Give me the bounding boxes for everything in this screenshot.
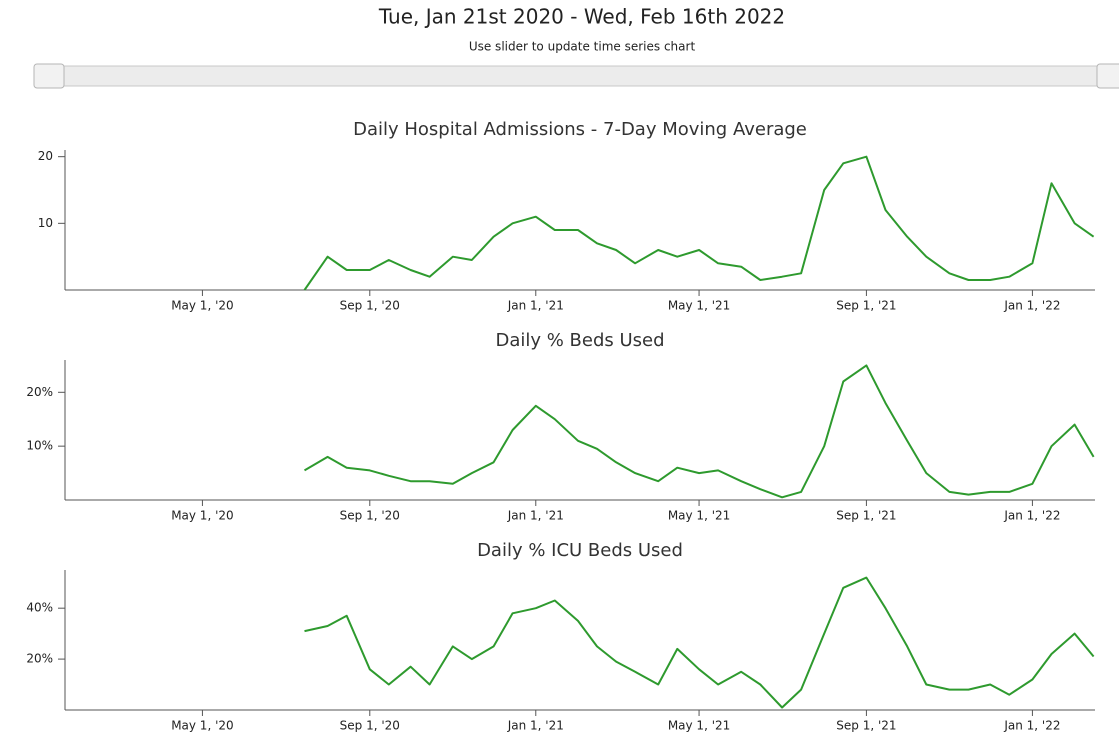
- data-line: [303, 155, 1095, 291]
- chart-title: Daily Hospital Admissions - 7-Day Moving…: [353, 119, 807, 140]
- x-tick-label: Sep 1, '20: [340, 299, 400, 313]
- x-tick-label: Jan 1, '21: [507, 299, 564, 313]
- page-title: Tue, Jan 21st 2020 - Wed, Feb 16th 2022: [378, 5, 785, 29]
- x-tick-label: May 1, '21: [668, 299, 730, 313]
- data-line: [304, 576, 1095, 709]
- x-tick-label: Jan 1, '22: [1003, 719, 1060, 733]
- x-tick-label: Sep 1, '21: [836, 509, 896, 523]
- x-tick-label: Sep 1, '21: [836, 719, 896, 733]
- y-tick-label: 20: [38, 149, 53, 163]
- x-tick-label: Sep 1, '20: [340, 509, 400, 523]
- page-subtitle: Use slider to update time series chart: [469, 40, 696, 54]
- chart-title: Daily % ICU Beds Used: [477, 540, 683, 561]
- data-line: [303, 364, 1095, 499]
- x-tick-label: May 1, '20: [171, 299, 233, 313]
- x-tick-label: May 1, '21: [668, 719, 730, 733]
- x-tick-label: Jan 1, '22: [1003, 299, 1060, 313]
- y-tick-label: 20%: [26, 652, 53, 666]
- x-tick-label: Jan 1, '22: [1003, 509, 1060, 523]
- x-tick-label: May 1, '20: [171, 719, 233, 733]
- x-tick-label: Jan 1, '21: [507, 509, 564, 523]
- y-tick-label: 10%: [26, 439, 53, 453]
- y-tick-label: 40%: [26, 601, 53, 615]
- x-tick-label: May 1, '20: [171, 509, 233, 523]
- x-tick-label: Jan 1, '21: [507, 719, 564, 733]
- x-tick-label: Sep 1, '21: [836, 299, 896, 313]
- slider-handle-end[interactable]: [1096, 63, 1119, 89]
- x-tick-label: May 1, '21: [668, 509, 730, 523]
- chart-title: Daily % Beds Used: [495, 330, 664, 351]
- y-tick-label: 10: [38, 216, 53, 230]
- slider-handle-start[interactable]: [33, 63, 65, 89]
- slider-track[interactable]: [35, 65, 1119, 87]
- y-tick-label: 20%: [26, 385, 53, 399]
- x-tick-label: Sep 1, '20: [340, 719, 400, 733]
